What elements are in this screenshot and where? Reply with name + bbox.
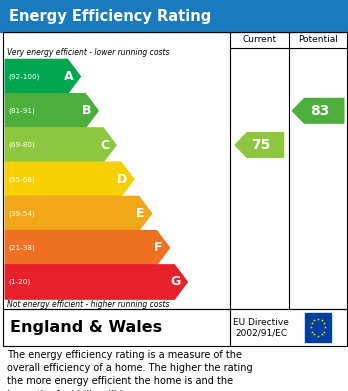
- Text: Not energy efficient - higher running costs: Not energy efficient - higher running co…: [7, 300, 169, 308]
- Text: (21-38): (21-38): [9, 244, 35, 251]
- Text: (55-68): (55-68): [9, 176, 35, 183]
- Polygon shape: [5, 59, 80, 94]
- Text: England & Wales: England & Wales: [10, 320, 163, 335]
- Bar: [305, 313, 331, 342]
- Text: (1-20): (1-20): [9, 279, 31, 285]
- Text: 75: 75: [251, 138, 271, 152]
- Text: C: C: [100, 138, 109, 152]
- Polygon shape: [292, 99, 344, 123]
- Text: Current: Current: [242, 35, 276, 45]
- Polygon shape: [5, 128, 116, 162]
- Bar: [3, 309, 347, 346]
- Text: (39-54): (39-54): [9, 210, 35, 217]
- Bar: [3, 32, 347, 309]
- Polygon shape: [5, 162, 134, 196]
- Polygon shape: [5, 231, 169, 265]
- Text: A: A: [64, 70, 74, 83]
- Text: F: F: [154, 241, 162, 254]
- Text: B: B: [82, 104, 92, 117]
- Text: Very energy efficient - lower running costs: Very energy efficient - lower running co…: [7, 48, 169, 57]
- Text: The energy efficiency rating is a measure of the
overall efficiency of a home. T: The energy efficiency rating is a measur…: [7, 350, 253, 391]
- Text: Energy Efficiency Rating: Energy Efficiency Rating: [9, 9, 211, 23]
- Text: D: D: [117, 173, 127, 186]
- Text: Potential: Potential: [298, 35, 338, 45]
- Text: E: E: [136, 207, 144, 220]
- Bar: [0, 0, 348, 32]
- Text: (69-80): (69-80): [9, 142, 35, 148]
- Text: EU Directive
2002/91/EC: EU Directive 2002/91/EC: [233, 318, 289, 337]
- Polygon shape: [235, 133, 284, 157]
- Text: (92-100): (92-100): [9, 73, 40, 80]
- Polygon shape: [5, 265, 187, 299]
- Polygon shape: [5, 196, 152, 231]
- Text: (81-91): (81-91): [9, 108, 35, 114]
- Polygon shape: [5, 94, 98, 128]
- Text: G: G: [171, 276, 181, 289]
- Text: 83: 83: [310, 104, 330, 118]
